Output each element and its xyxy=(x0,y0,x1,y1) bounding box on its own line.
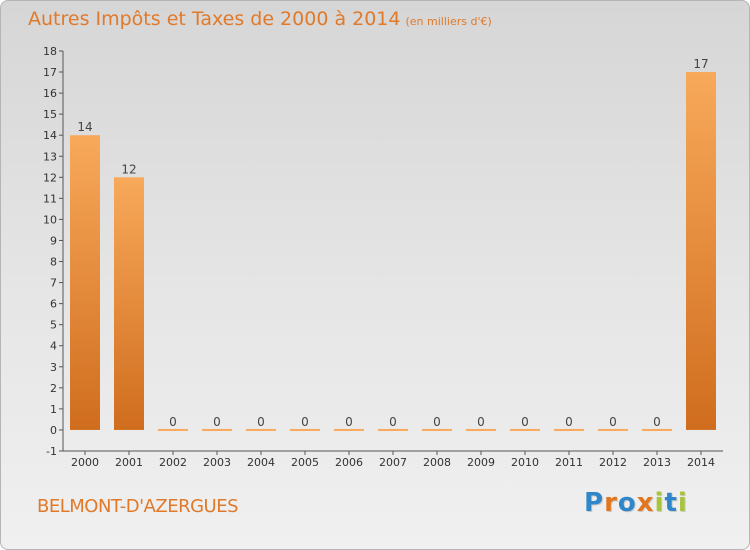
y-tick-label: 11 xyxy=(43,192,57,205)
data-label: 14 xyxy=(77,120,92,134)
logo-letter: r xyxy=(604,488,618,518)
data-label: 17 xyxy=(693,57,708,71)
x-tick-label: 2006 xyxy=(335,456,363,469)
bar xyxy=(598,428,628,431)
y-tick-label: 9 xyxy=(50,234,57,247)
y-tick-label: 7 xyxy=(50,277,57,290)
x-axis: 2000 2001 2002 2003 2004 2005 2006 2007 2008 2009… xyxy=(63,450,723,469)
bar xyxy=(334,428,364,431)
commune-name: BELMONT-D'AZERGUES xyxy=(37,496,239,517)
bar xyxy=(466,428,496,431)
x-tick-label: 2012 xyxy=(599,456,627,469)
data-label: 0 xyxy=(345,415,353,429)
y-tick-label: 18 xyxy=(43,45,57,58)
x-tick-label: 2003 xyxy=(203,456,231,469)
data-label: 0 xyxy=(257,415,265,429)
y-tick-label: 6 xyxy=(50,298,57,311)
y-tick-label: 8 xyxy=(50,256,57,269)
x-tick-label: 2007 xyxy=(379,456,407,469)
bar xyxy=(422,428,452,431)
x-tick-label: 2013 xyxy=(643,456,671,469)
x-tick-label: 2009 xyxy=(467,456,495,469)
data-label: 12 xyxy=(121,162,136,176)
x-tick-label: 2011 xyxy=(555,456,583,469)
y-tick-label: 2 xyxy=(50,382,57,395)
logo-letter: i xyxy=(654,488,665,518)
data-label: 0 xyxy=(169,415,177,429)
data-label: 0 xyxy=(653,415,661,429)
logo-letter: i xyxy=(677,488,688,518)
logo-letter: o xyxy=(617,488,637,518)
bar xyxy=(158,428,188,431)
data-labels: 14 12 0 0 0 0 0 0 0 0 0 0 0 0 17 xyxy=(77,57,708,429)
data-label: 0 xyxy=(213,415,221,429)
y-tick-label: 0 xyxy=(50,424,57,437)
x-tick-label: 2010 xyxy=(511,456,539,469)
x-tick-label: 2005 xyxy=(291,456,319,469)
x-tick-label: 2008 xyxy=(423,456,451,469)
x-tick-label: 2000 xyxy=(71,456,99,469)
logo-letter: x xyxy=(636,488,655,518)
bar xyxy=(246,428,276,431)
x-tick-label: 2004 xyxy=(247,456,275,469)
y-tick-label: 5 xyxy=(50,319,57,332)
y-tick-label: 12 xyxy=(43,171,57,184)
y-tick-label: 17 xyxy=(43,66,57,79)
y-tick-label: 16 xyxy=(43,87,57,100)
data-label: 0 xyxy=(477,415,485,429)
data-label: 0 xyxy=(389,415,397,429)
bar xyxy=(378,428,408,431)
x-tick-label: 2002 xyxy=(159,456,187,469)
y-tick-label: 3 xyxy=(50,361,57,374)
chart-unit: (en milliers d'€) xyxy=(405,15,492,28)
y-tick-label: 13 xyxy=(43,150,57,163)
y-tick-label: 10 xyxy=(43,213,57,226)
y-tick-label: 15 xyxy=(43,108,57,121)
y-tick-label: 14 xyxy=(43,129,57,142)
bar xyxy=(70,135,100,430)
y-tick-label: -1 xyxy=(46,445,57,458)
bar xyxy=(202,428,232,431)
x-tick-label: 2014 xyxy=(687,456,715,469)
bars xyxy=(70,72,716,431)
x-tick-label: 2001 xyxy=(115,456,143,469)
data-label: 0 xyxy=(565,415,573,429)
proxiti-logo: Proxiti xyxy=(584,488,688,518)
bar xyxy=(686,72,716,430)
logo-letter: t xyxy=(664,488,678,518)
bar xyxy=(554,428,584,431)
data-label: 0 xyxy=(521,415,529,429)
chart-title: Autres Impôts et Taxes de 2000 à 2014 (en… xyxy=(28,8,492,30)
y-tick-label: 1 xyxy=(50,403,57,416)
data-label: 0 xyxy=(609,415,617,429)
bar xyxy=(114,177,144,430)
data-label: 0 xyxy=(301,415,309,429)
chart-title-text: Autres Impôts et Taxes de 2000 à 2014 xyxy=(28,8,401,30)
logo-letter: P xyxy=(584,488,605,518)
data-label: 0 xyxy=(433,415,441,429)
bar xyxy=(510,428,540,431)
bar xyxy=(290,428,320,431)
bar xyxy=(642,428,672,431)
y-tick-label: 4 xyxy=(50,340,57,353)
